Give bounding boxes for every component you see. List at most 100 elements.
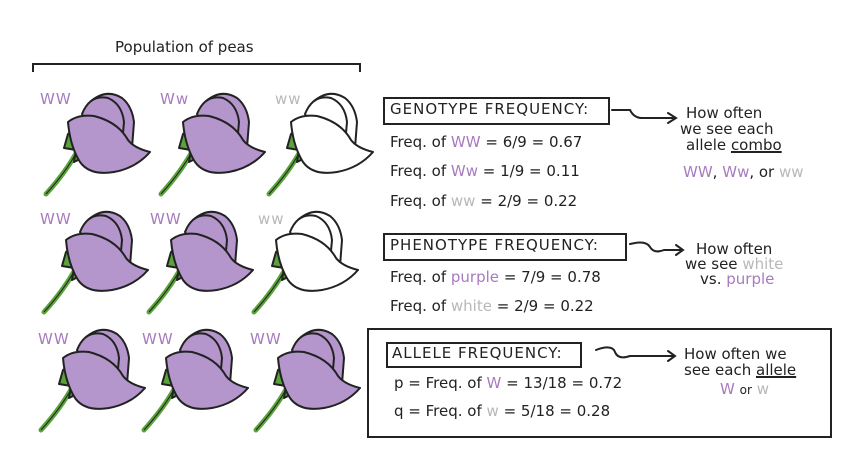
phenotype-row-1-prefix: Freq. of <box>390 268 447 286</box>
allele-note-allele: allele <box>756 361 797 379</box>
pea-flower-8 <box>141 328 249 433</box>
combo-or: , or <box>749 163 775 181</box>
pea-flower-1 <box>43 92 151 197</box>
stem <box>43 147 81 197</box>
phenotype-row-1-term: purple <box>450 268 500 286</box>
genotype-row-2: Freq. of Ww = 1/9 = 0.11 <box>390 162 580 180</box>
genotype-row-1-rest: = 6/9 = 0.67 <box>485 133 583 151</box>
allele-note-w: w <box>756 380 769 398</box>
flower-label-5: WW <box>150 210 182 228</box>
flower-label-1: WW <box>40 90 72 108</box>
pea-flower-9 <box>253 328 361 433</box>
genotype-note-combo: combo <box>730 136 782 154</box>
flower-label-2: Ww <box>160 90 190 108</box>
genotype-note-line-1: How often <box>686 104 763 122</box>
stem <box>141 383 179 433</box>
keel-petal <box>170 232 254 292</box>
flower-label-4: WW <box>40 210 72 228</box>
combo-comma: , <box>712 163 718 181</box>
keel-petal <box>62 350 146 410</box>
allele-note-see-each: see each <box>684 361 752 379</box>
flower-label-8: WW <box>142 330 174 348</box>
allele-row-2-term: w <box>486 402 499 420</box>
genotype-row-1: Freq. of WW = 6/9 = 0.67 <box>390 133 582 151</box>
pea-flower-7 <box>38 328 146 433</box>
phenotype-note-line-1: How often <box>696 240 773 258</box>
combo-Ww: Ww <box>722 163 750 181</box>
keel-petal <box>65 232 149 292</box>
genotype-row-1-prefix: Freq. of <box>390 133 447 151</box>
phenotype-heading: PHENOTYPE FREQUENCY: <box>390 236 599 254</box>
allele-row-1: p = Freq. of W = 13/18 = 0.72 <box>394 374 622 392</box>
keel-petal <box>290 114 374 174</box>
flower-label-9: WW <box>250 330 282 348</box>
phenotype-row-1-rest: = 7/9 = 0.78 <box>503 268 601 286</box>
allele-row-1-rest: = 13/18 = 0.72 <box>506 374 623 392</box>
genotype-row-3: Freq. of ww = 2/9 = 0.22 <box>390 192 577 210</box>
combo-ww: ww <box>779 163 804 181</box>
flower-label-3: ww <box>275 90 302 108</box>
phenotype-row-2-term: white <box>450 297 492 315</box>
allele-row-1-term: W <box>486 374 502 392</box>
allele-note-line-2: see each allele <box>684 361 796 379</box>
phenotype-row-2-rest: = 2/9 = 0.22 <box>496 297 594 315</box>
phenotype-row-2-prefix: Freq. of <box>390 297 447 315</box>
genotype-combos: WW, Ww, or ww <box>683 163 804 181</box>
allele-outer-box <box>367 328 832 438</box>
genotype-row-2-term: Ww <box>450 162 479 180</box>
genotype-note-line-2: we see each <box>680 120 774 138</box>
genotype-row-3-term: ww <box>450 192 476 210</box>
keel-petal <box>67 114 151 174</box>
genotype-heading-box <box>383 97 610 125</box>
pea-flower-4 <box>41 210 149 315</box>
flower-label-7: WW <box>38 330 70 348</box>
keel-petal <box>165 350 249 410</box>
allele-row-1-prefix: p = Freq. of <box>394 374 482 392</box>
phenotype-note-line-2: we see white <box>685 255 783 273</box>
genotype-row-3-prefix: Freq. of <box>390 192 447 210</box>
pea-flower-6 <box>251 210 359 315</box>
phenotype-note-we-see: we see <box>685 255 738 273</box>
genotype-arrow <box>611 109 678 124</box>
genotype-row-3-rest: = 2/9 = 0.22 <box>480 192 578 210</box>
genotype-note-allele: allele <box>686 136 727 154</box>
allele-note-W: W <box>720 380 735 398</box>
stem <box>251 265 289 315</box>
keel-petal <box>182 114 266 174</box>
combo-WW: WW <box>683 163 713 181</box>
phenotype-note-white: white <box>742 255 784 273</box>
pea-flower-2 <box>158 92 266 197</box>
keel-petal <box>277 350 361 410</box>
stem <box>253 383 291 433</box>
pea-flower-5 <box>146 210 254 315</box>
phenotype-heading-box <box>383 233 627 261</box>
stem <box>266 147 304 197</box>
phenotype-row-2: Freq. of white = 2/9 = 0.22 <box>390 297 594 315</box>
stem <box>38 383 76 433</box>
allele-row-2-prefix: q = Freq. of <box>394 402 482 420</box>
allele-arrow <box>595 346 677 362</box>
genotype-heading: GENOTYPE FREQUENCY: <box>390 100 590 118</box>
genotype-row-1-term: WW <box>450 133 481 151</box>
stem <box>41 265 79 315</box>
allele-note-or: or <box>739 383 752 397</box>
population-bracket <box>32 63 361 72</box>
keel-petal <box>275 232 359 292</box>
phenotype-row-1: Freq. of purple = 7/9 = 0.78 <box>390 268 601 286</box>
allele-note-line-1: How often we <box>684 345 787 363</box>
genotype-row-2-prefix: Freq. of <box>390 162 447 180</box>
pea-flower-3 <box>266 92 374 197</box>
genotype-note-line-3: allele combo <box>686 136 782 154</box>
stem <box>158 147 196 197</box>
phenotype-note-purple: purple <box>726 270 775 288</box>
phenotype-arrow <box>629 241 685 256</box>
genotype-row-2-rest: = 1/9 = 0.11 <box>482 162 580 180</box>
flower-label-6: ww <box>258 210 285 228</box>
phenotype-note-vs: vs. <box>700 270 722 288</box>
phenotype-note-line-3: vs. purple <box>700 270 774 288</box>
stem <box>146 265 184 315</box>
allele-note-line-3: W or w <box>720 380 769 399</box>
allele-row-2: q = Freq. of w = 5/18 = 0.28 <box>394 402 610 420</box>
population-title: Population of peas <box>115 38 254 56</box>
